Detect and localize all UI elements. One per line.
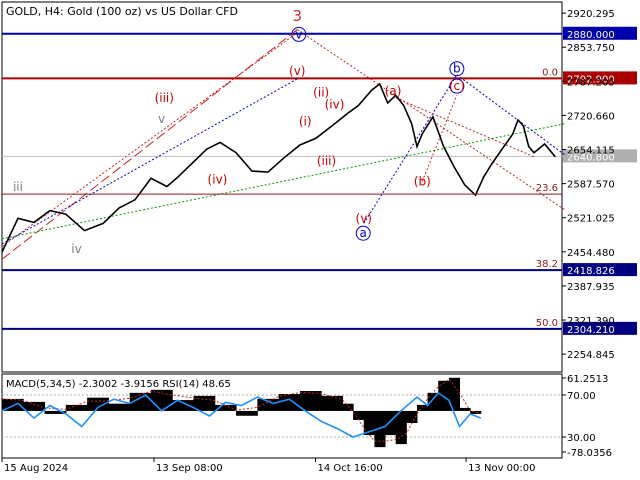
macd-bar <box>172 400 195 411</box>
price-axis: 2920.295 2853.750 2787.205 2720.660 2654.115… <box>562 9 615 361</box>
indicator-tick-label: 70.00 <box>567 391 596 402</box>
chart-title: GOLD, H4: Gold (100 oz) vs US Dollar CFD <box>6 5 238 18</box>
macd-bar <box>44 410 67 414</box>
wave-label: (c) <box>449 79 465 93</box>
macd-bar <box>385 410 397 436</box>
indicator-label: MACD(5,34,5) -2.3002 -3.9156 RSI(14) 48.… <box>6 379 231 390</box>
macd-bar <box>374 410 386 448</box>
wave-label-circle <box>355 225 371 241</box>
price-tick-label: 2654.115 <box>567 146 615 157</box>
macd-bar <box>299 391 322 411</box>
level-price-tag <box>563 149 637 163</box>
fib-level-label: 38.2 <box>536 259 558 270</box>
wave-label-circle <box>291 26 307 42</box>
wave-label: iii <box>13 180 23 194</box>
indicator-tick-label: -78.0356 <box>567 448 612 459</box>
wave-label: iv <box>71 242 81 256</box>
wave-label: v <box>158 112 165 126</box>
wave-label-circle <box>449 61 465 77</box>
level-price-tag <box>563 263 637 277</box>
time-tick-label: 15 Aug 2024 <box>4 463 68 474</box>
macd-bar <box>363 410 375 436</box>
price-tick-label: 2587.570 <box>567 180 615 191</box>
wave-label: (ii) <box>313 85 329 99</box>
trend-line <box>421 95 458 182</box>
level-price-label: 2792.900 <box>567 74 615 85</box>
wave-label: (b) <box>414 174 431 188</box>
macd-bar <box>353 410 365 420</box>
main-panel <box>1 1 563 373</box>
time-axis: 15 Aug 2024 13 Sep 08:00 14 Oct 16:00 13 No… <box>1 458 535 474</box>
macd-bar <box>459 407 471 411</box>
wave-label: (v) <box>356 211 372 225</box>
fib-labels: 0.0 23.6 38.2 50.0 <box>2 67 562 329</box>
macd-bar <box>470 410 482 414</box>
macd-bar <box>395 410 407 445</box>
wave-label: (iii) <box>155 91 174 105</box>
macd-bar <box>416 404 429 411</box>
macd-bar <box>65 404 88 411</box>
wave-label: (v) <box>289 64 305 78</box>
wave-label: (iv) <box>208 172 228 186</box>
time-tick-label: 14 Oct 16:00 <box>318 463 383 474</box>
wave-label-circle <box>449 78 465 94</box>
time-tick-label: 13 Nov 00:00 <box>468 463 535 474</box>
macd-signal-line <box>1 378 481 442</box>
macd-bar <box>342 403 354 411</box>
wave-label: (iii) <box>317 154 336 168</box>
price-tick-label: 2454.480 <box>567 248 615 259</box>
rsi-line <box>1 391 482 438</box>
trend-line <box>456 74 567 157</box>
macd-bar <box>236 410 258 416</box>
price-tick-label: 2321.390 <box>567 316 615 327</box>
price-line <box>1 82 556 253</box>
price-series <box>1 82 556 253</box>
macd-bar <box>427 392 439 411</box>
wave-labels: 3v(v)(iii)v(ii)(iv)(i)(iii)(iv)(v)a(a)(b… <box>13 7 465 256</box>
macd-bar <box>278 394 301 411</box>
price-tick-label: 2254.845 <box>567 350 615 361</box>
trend-line <box>1 29 298 260</box>
indicator-series: 61.2513 70.00 30.00 -78.0356 <box>1 374 612 459</box>
level-price-tag <box>563 321 637 335</box>
trend-line <box>395 97 535 158</box>
macd-bar <box>406 410 418 424</box>
horizontal-levels: 2880.000 2792.900 2640.800 2418.826 2304.210 <box>2 26 637 336</box>
level-price-label: 2880.000 <box>567 30 615 41</box>
level-price-tag <box>563 71 637 85</box>
wave-label: (a) <box>385 84 402 98</box>
time-tick-label: 13 Sep 08:00 <box>156 463 223 474</box>
macd-bar <box>321 395 343 411</box>
wave-label: v <box>295 27 302 41</box>
macd-bar <box>108 403 131 411</box>
macd-bar <box>129 392 152 411</box>
level-price-label: 2640.800 <box>567 152 615 163</box>
macd-bar <box>214 404 237 411</box>
price-tick-label: 2387.935 <box>567 282 615 293</box>
indicator-tick-label: 61.2513 <box>567 374 608 385</box>
fib-level-label: 0.0 <box>542 67 558 78</box>
price-tick-label: 2521.025 <box>567 214 615 225</box>
price-tick-label: 2787.205 <box>567 77 615 88</box>
wave-label: 3 <box>292 7 302 25</box>
fib-level-label: 23.6 <box>536 183 558 194</box>
macd-bar <box>23 401 46 411</box>
macd-bar <box>257 398 280 411</box>
price-tick-label: 2920.295 <box>567 9 615 20</box>
trend-line <box>363 74 458 224</box>
macd-bar <box>448 377 461 411</box>
wave-label: b <box>453 62 461 76</box>
wave-label: (i) <box>299 115 312 129</box>
trend-line <box>1 78 298 245</box>
price-tick-label: 2853.750 <box>567 43 615 54</box>
level-price-label: 2304.210 <box>567 325 615 336</box>
indicator-tick-label: 30.00 <box>567 433 596 444</box>
wave-label: a <box>360 226 367 240</box>
fib-level-label: 50.0 <box>536 318 558 329</box>
level-price-label: 2418.826 <box>567 266 615 277</box>
price-tick-label: 2720.660 <box>567 111 615 122</box>
level-price-tag <box>563 26 637 40</box>
wave-label: (iv) <box>325 98 345 112</box>
